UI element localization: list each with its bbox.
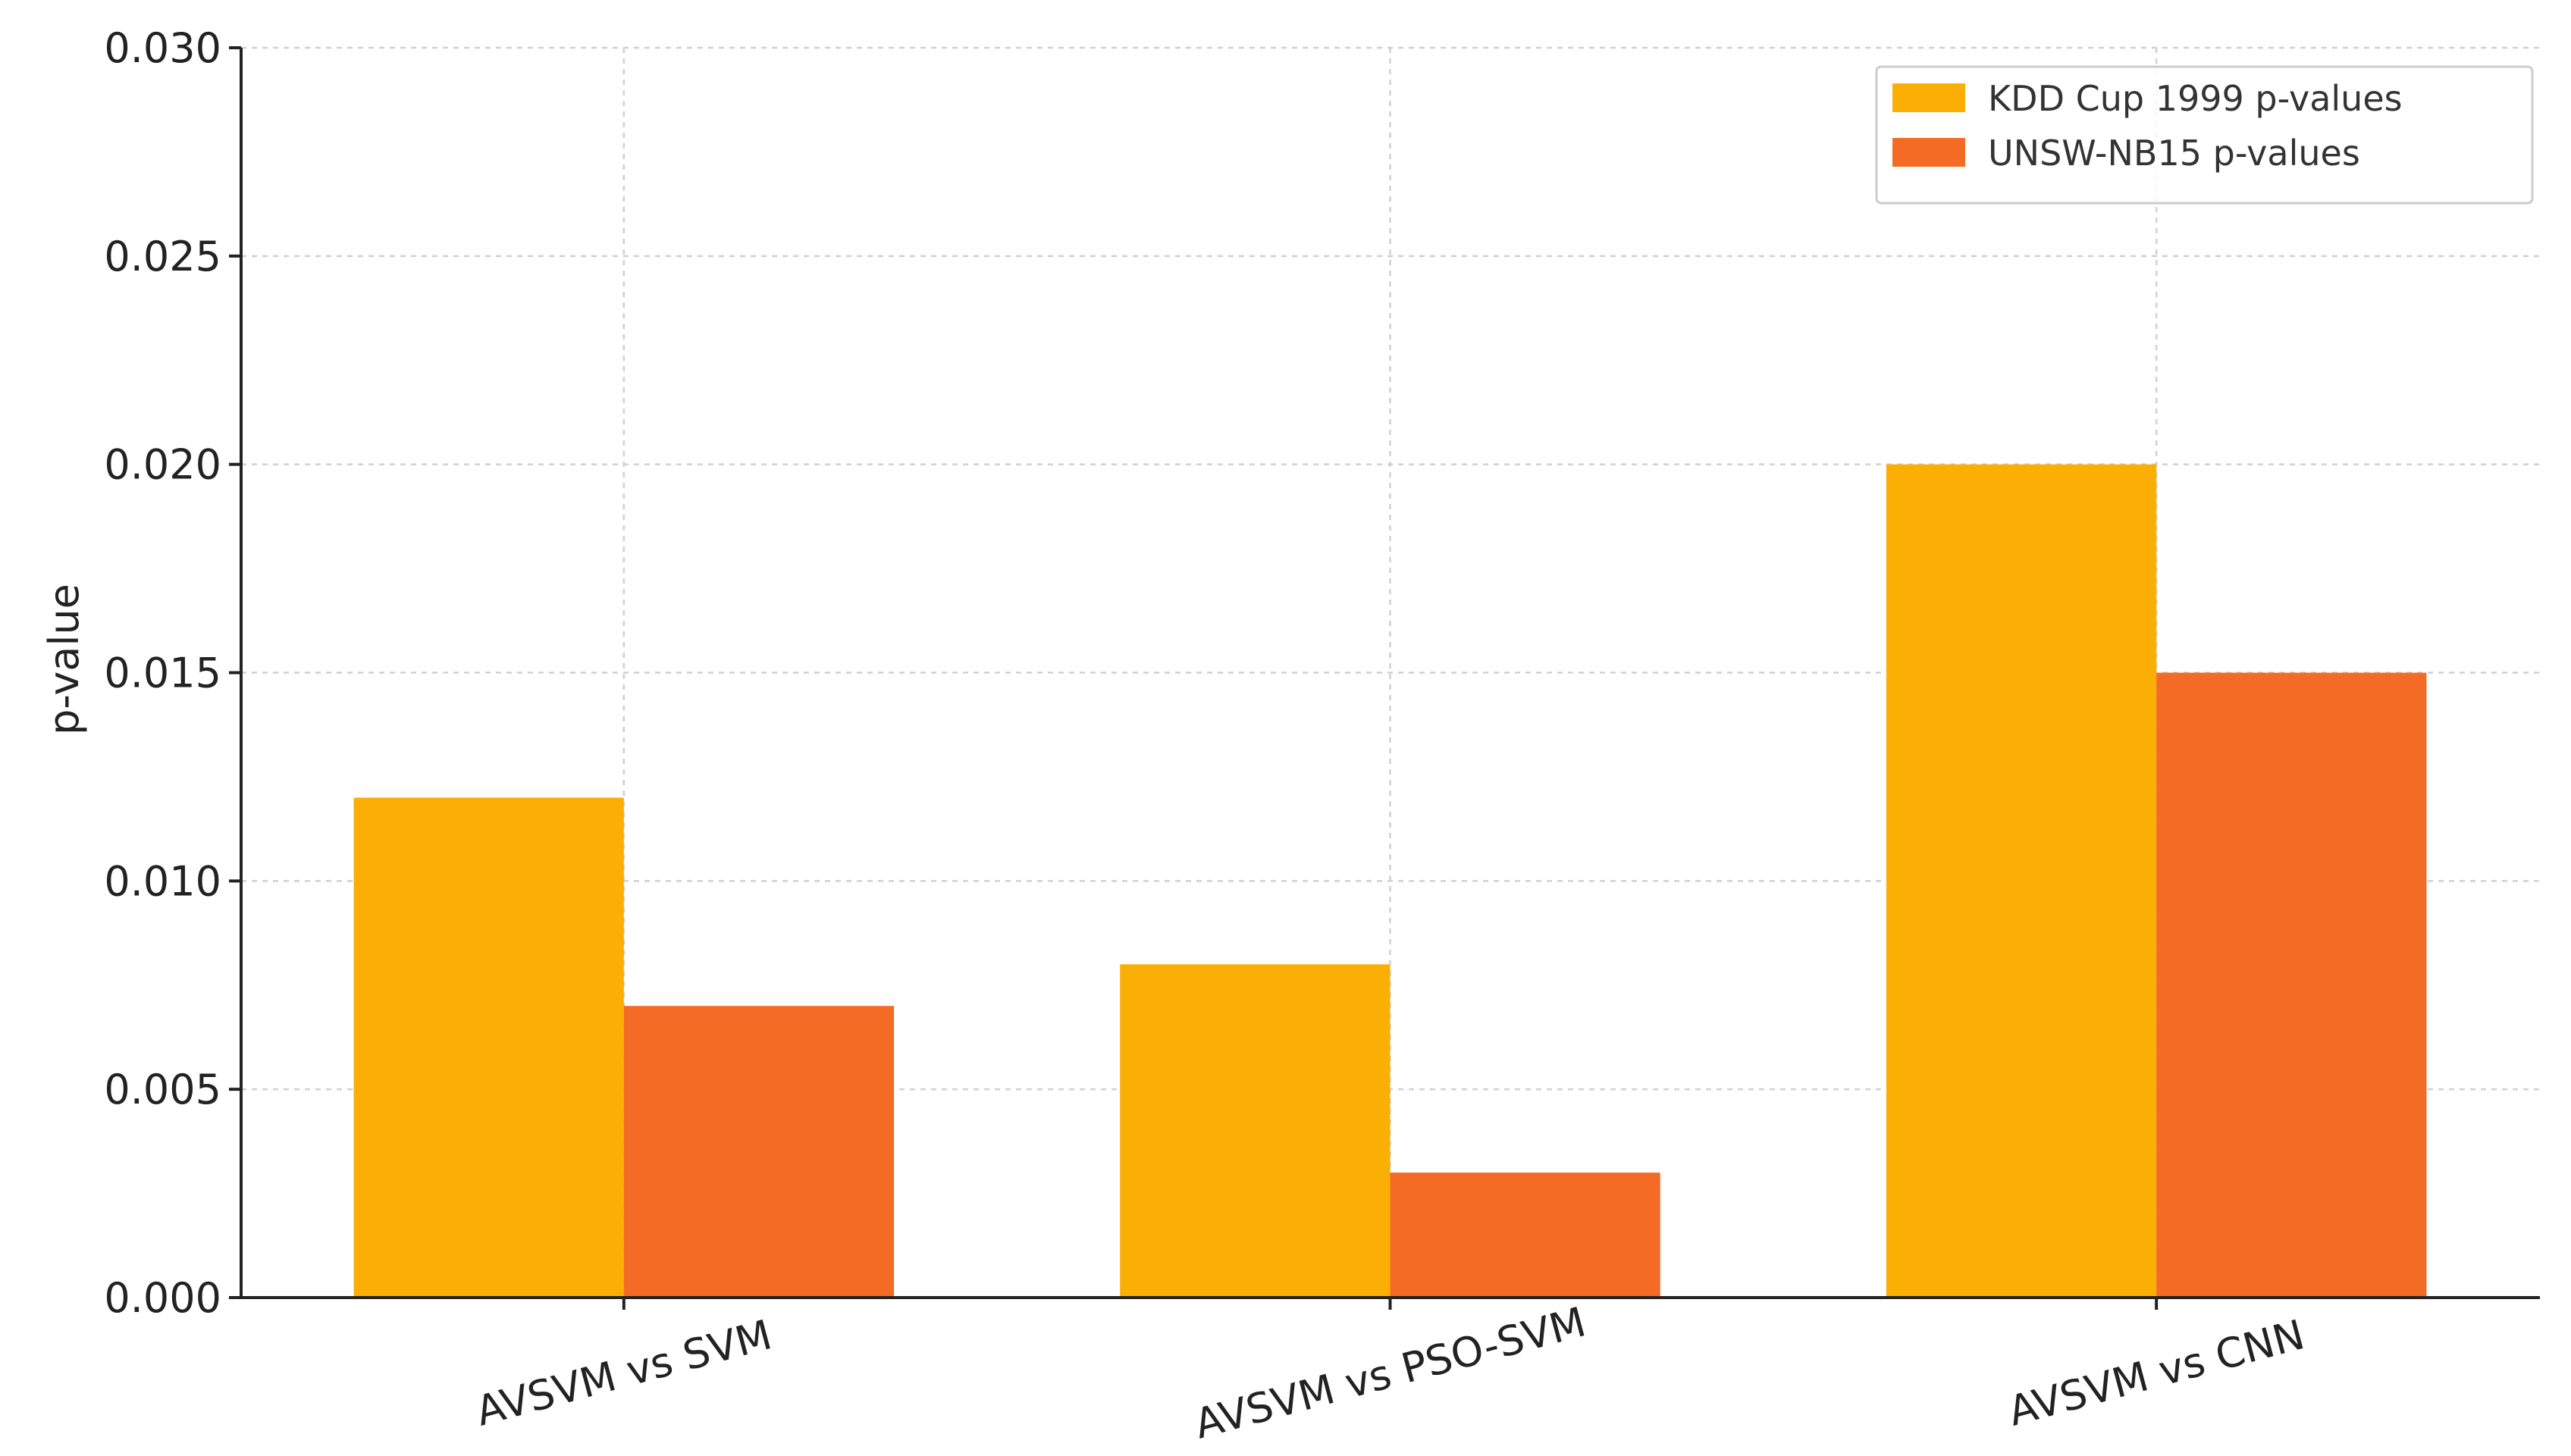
y-tick-label: 0.030: [104, 24, 221, 72]
y-tick-label: 0.025: [104, 233, 221, 280]
bar-unsw-3: [2156, 672, 2427, 1298]
x-tick-label: AVSVM vs CNN: [2003, 1310, 2309, 1436]
y-axis-title: p-value: [40, 584, 88, 735]
legend-label: UNSW-NB15 p-values: [1988, 133, 2360, 174]
bar-unsw-1: [623, 1006, 895, 1298]
legend-items: KDD Cup 1999 p-values UNSW-NB15 p-values: [1892, 78, 2403, 174]
legend-label: KDD Cup 1999 p-values: [1988, 78, 2403, 119]
y-tick-label: 0.020: [104, 441, 221, 489]
bar-kdd-1: [353, 797, 624, 1298]
y-tick-label: 0.010: [104, 857, 221, 905]
y-tick-labels: 0.000 0.005 0.010 0.015 0.020 0.025 0.030: [104, 24, 241, 1322]
y-tick-label: 0.015: [104, 650, 221, 697]
x-tick-label: AVSVM vs SVM: [471, 1310, 776, 1436]
legend: KDD Cup 1999 p-values UNSW-NB15 p-values: [1875, 65, 2534, 205]
y-tick-label: 0.000: [104, 1274, 221, 1322]
legend-swatch: [1892, 138, 1965, 167]
x-tick-label: AVSVM vs PSO-SVM: [1190, 1298, 1591, 1448]
bar-kdd-2: [1120, 964, 1391, 1298]
legend-swatch: [1892, 83, 1965, 112]
bar-kdd-3: [1886, 464, 2157, 1298]
x-tick-labels: AVSVM vs SVM AVSVM vs PSO-SVM AVSVM vs CNN: [471, 1298, 2309, 1448]
bar-unsw-2: [1390, 1173, 1660, 1298]
legend-frame: [1875, 65, 2534, 205]
y-tick-label: 0.005: [104, 1066, 221, 1113]
bars-layer: [353, 464, 2427, 1310]
